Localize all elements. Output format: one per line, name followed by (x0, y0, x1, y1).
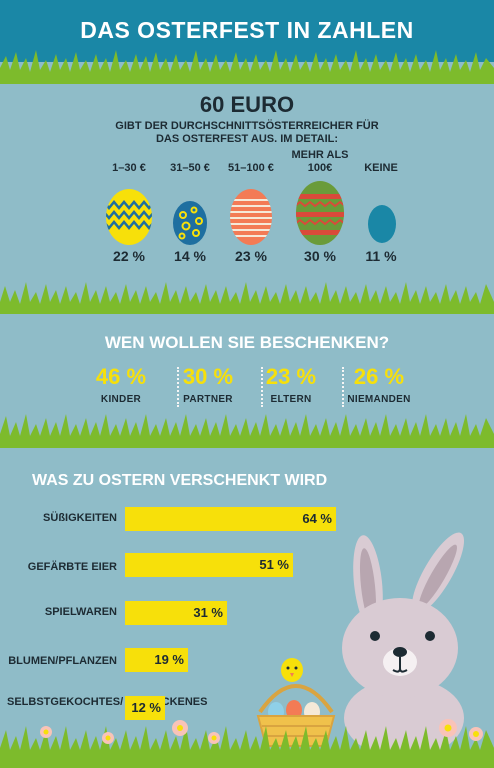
egg-label-51-100: 51–100 € (228, 162, 274, 174)
recipient-label-partner: PARTNER (183, 394, 233, 405)
egg-label-31-50: 31–50 € (170, 162, 210, 174)
recipient-divider (177, 367, 179, 407)
bar-label-blumen-pflanzen: BLUMEN/PFLANZEN (8, 655, 117, 667)
egg-icon-blue-dots (173, 201, 207, 245)
bar-label-spielwaren: SPIELWAREN (44, 606, 117, 618)
egg-label-over-100-b: 100€ (307, 162, 333, 174)
page-title: DAS OSTERFEST IN ZAHLEN (0, 0, 494, 62)
recipient-divider (261, 367, 263, 407)
egg-value-51-100: 23 % (235, 248, 267, 264)
bar-spielwaren (125, 601, 227, 625)
egg-icon-teal-plain (368, 205, 396, 243)
recipients-title: WEN WOLLEN SIE BESCHENKEN? (104, 333, 390, 352)
bar-label-selbstgekochtes: SELBSTGEKOCHTES/ -GEBACKENES (7, 696, 208, 708)
recipient-divider (342, 367, 344, 407)
egg-value-none: 11 % (365, 248, 397, 264)
bar-suessigkeiten (125, 507, 336, 531)
grass-divider-2 (0, 282, 494, 314)
spending-subline-1: GIBT DER DURCHSCHNITTSÖSTERREICHER FÜR (115, 120, 379, 132)
bar-label-gefaerbte-eier: GEFÄRBTE EIER (27, 561, 117, 573)
recipient-value-niemanden: 26 % (353, 364, 405, 389)
bunny-illustration (342, 532, 464, 750)
bar-value-spielwaren: 31 % (193, 605, 223, 620)
bar-selbstgekochtes (125, 696, 165, 720)
egg-value-over-100: 30 % (304, 248, 336, 264)
egg-icon-yellow (106, 189, 152, 245)
grass-bottom (0, 719, 494, 768)
egg-label-none: KEINE (364, 162, 398, 174)
egg-icon-green-patterned (296, 181, 344, 245)
spending-subline-2: DAS OSTERFEST AUS. IM DETAIL: (155, 133, 339, 145)
bar-value-gefaerbte-eier: 51 % (259, 557, 289, 572)
egg-icon-coral-striped (230, 189, 272, 245)
recipient-label-kinder: KINDER (100, 394, 142, 405)
recipient-value-eltern: 23 % (265, 364, 317, 389)
grass-divider-3 (0, 414, 494, 448)
bar-label-suessigkeiten: SÜßIGKEITEN (43, 512, 117, 524)
grass-divider-top (0, 50, 494, 84)
spending-headline: 60 EURO (199, 92, 295, 117)
egg-label-1-30: 1–30 € (112, 162, 146, 174)
bar-value-blumen-pflanzen: 19 % (154, 652, 184, 667)
egg-label-over-100-a: MEHR ALS (291, 149, 349, 161)
bar-gefaerbte-eier (125, 553, 293, 577)
recipient-label-niemanden: NIEMANDEN (347, 394, 411, 405)
bar-value-suessigkeiten: 64 % (302, 511, 332, 526)
recipient-value-partner: 30 % (182, 364, 234, 389)
recipient-label-eltern: ELTERN (270, 394, 312, 405)
gifts-title: WAS ZU OSTERN VERSCHENKT WIRD (32, 472, 328, 489)
bar-value-selbstgekochtes: 12 % (131, 700, 161, 715)
egg-value-31-50: 14 % (174, 248, 206, 264)
egg-value-1-30: 22 % (113, 248, 145, 264)
bar-blumen-pflanzen (125, 648, 188, 672)
recipient-value-kinder: 46 % (95, 364, 147, 389)
